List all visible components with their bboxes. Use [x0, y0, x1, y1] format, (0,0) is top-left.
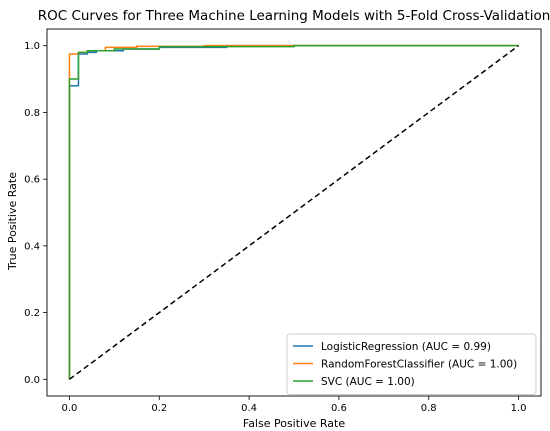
x-tick-label: 0.2 [151, 403, 167, 414]
legend-entry-label: RandomForestClassifier (AUC = 1.00) [321, 359, 517, 371]
x-tick-label: 1.0 [511, 403, 527, 414]
y-axis-label: True Positive Rate [6, 172, 19, 271]
plot-frame [46, 28, 542, 397]
reference-diagonal-line [69, 45, 519, 380]
y-tick-label: 0.0 [24, 375, 40, 386]
x-tick-label: 0.0 [62, 403, 78, 414]
y-tick-label: 0.4 [24, 241, 40, 252]
series-line-3 [68, 44, 519, 380]
x-axis-label: False Positive Rate [243, 417, 345, 430]
x-tick-label: 0.6 [331, 403, 347, 414]
y-tick-label: 1.0 [24, 41, 40, 52]
y-tick-label: 0.8 [24, 108, 40, 119]
legend-entry-label: SVC (AUC = 1.00) [321, 376, 415, 388]
x-tick-label: 0.8 [421, 403, 437, 414]
legend: LogisticRegression (AUC = 0.99) RandomFor… [286, 333, 537, 395]
x-tick-label: 0.4 [241, 403, 257, 414]
y-tick-label: 0.6 [24, 175, 40, 186]
legend-entry-label: LogisticRegression (AUC = 0.99) [321, 341, 491, 353]
y-tick-label: 0.2 [24, 308, 40, 319]
chart-title: ROC Curves for Three Machine Learning Mo… [38, 8, 550, 24]
y-axis-ticks: 0.0 0.2 0.4 0.6 0.8 1.0 [24, 41, 47, 386]
legend-box [286, 333, 537, 395]
x-axis-ticks: 0.0 0.2 0.4 0.6 0.8 1.0 [62, 396, 527, 414]
plot-area [68, 44, 519, 380]
